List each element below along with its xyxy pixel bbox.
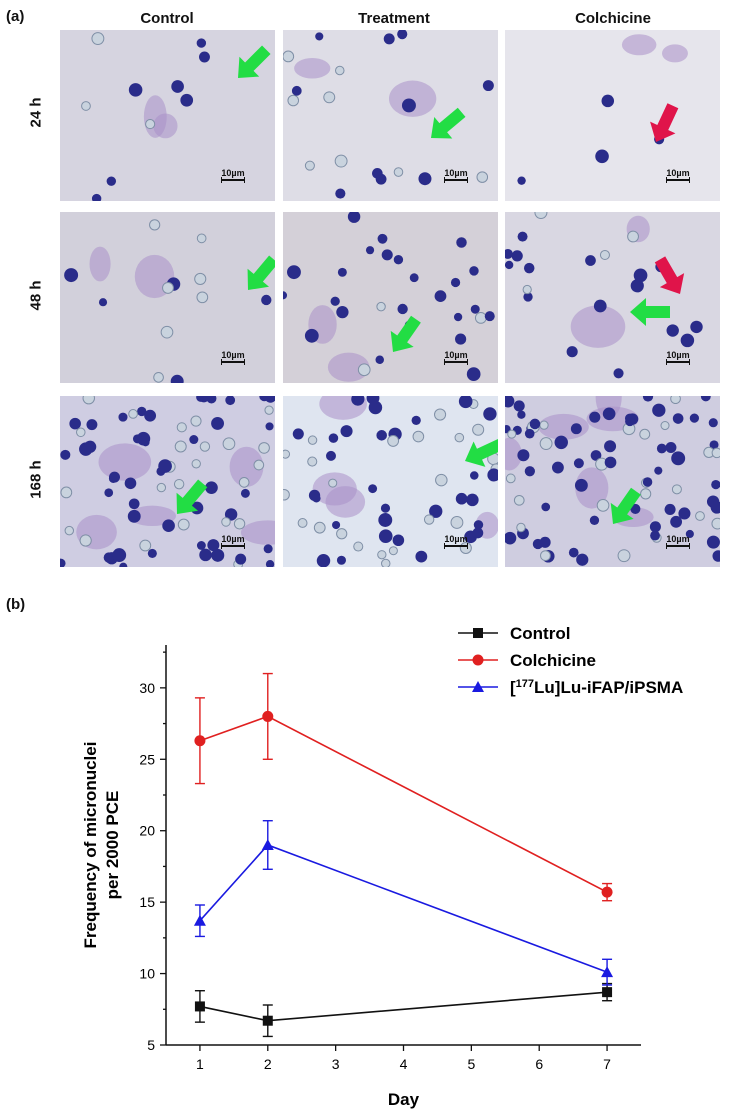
scale-bar-label: 10µm <box>444 534 468 544</box>
micrograph-colchicine-24h: 10µm <box>505 30 720 201</box>
scale-bar-label: 10µm <box>221 350 245 360</box>
legend-marker <box>472 681 484 692</box>
x-tick-label: 4 <box>400 1056 408 1072</box>
panel-a-label: (a) <box>6 8 25 25</box>
micrograph-treatment-168h: 10µm <box>283 396 498 567</box>
y-tick-label: 25 <box>139 751 155 767</box>
data-point <box>194 1001 205 1012</box>
data-point <box>261 839 274 850</box>
green-arrow-icon <box>610 487 641 524</box>
y-tick-label: 30 <box>139 680 155 696</box>
micronuclei-line-chart: 1 2 3 4 5 6 7 5 10 15 20 25 30 Day Frequency of micron… <box>81 624 683 1109</box>
green-arrow-icon <box>247 255 275 290</box>
micrograph-colchicine-48h: 10µm <box>505 212 720 383</box>
legend-label: Colchicine <box>510 651 596 670</box>
scale-bar-label: 10µm <box>444 168 468 178</box>
column-header-treatment: Treatment <box>358 10 430 27</box>
scale-bar-label: 10µm <box>221 168 245 178</box>
y-tick-label: 5 <box>147 1037 155 1053</box>
scale-bar-label: 10µm <box>666 168 690 178</box>
scale-bar: 10µm <box>221 168 245 183</box>
y-tick-label: 20 <box>139 823 155 839</box>
x-tick-label: 6 <box>535 1056 543 1072</box>
data-point <box>262 710 274 722</box>
series-line-2 <box>199 844 608 973</box>
data-point <box>262 1015 273 1026</box>
micrograph-control-168h: 10µm <box>60 396 275 567</box>
series-line-1 <box>199 715 608 893</box>
scale-bar: 10µm <box>666 534 690 549</box>
x-tick-label: 5 <box>467 1056 475 1072</box>
row-label-48h: 48 h <box>27 280 45 311</box>
scale-bar: 10µm <box>444 350 468 365</box>
legend-label: [177Lu]Lu-iFAP/iPSMA <box>510 678 683 697</box>
data-point <box>602 987 613 998</box>
data-point <box>194 735 206 747</box>
y-tick-label: 15 <box>139 894 155 910</box>
data-point <box>193 914 206 926</box>
y-axis-title-line2: per 2000 PCE <box>103 791 122 900</box>
scale-bar-label: 10µm <box>444 350 468 360</box>
column-header-control: Control <box>140 10 194 27</box>
red-arrow-icon <box>650 103 679 142</box>
y-tick-label: 10 <box>139 966 155 982</box>
green-arrow-icon <box>176 479 208 514</box>
data-point <box>601 966 614 978</box>
y-axis-title-line1: Frequency of micronuclei <box>81 742 100 949</box>
column-header-colchicine: Colchicine <box>575 10 651 27</box>
micrograph-treatment-24h: 10µm <box>283 30 498 201</box>
x-tick-label: 2 <box>264 1056 272 1072</box>
data-point <box>601 886 613 898</box>
green-arrow-icon <box>465 438 498 467</box>
x-tick-label: 7 <box>603 1056 611 1072</box>
scale-bar: 10µm <box>444 534 468 549</box>
legend-marker <box>473 628 483 638</box>
panel-b-label: (b) <box>6 596 26 613</box>
green-arrow-icon <box>238 45 271 78</box>
row-label-168h: 168 h <box>27 460 45 499</box>
legend-marker <box>472 654 484 666</box>
green-arrow-icon <box>431 107 466 139</box>
scale-bar-label: 10µm <box>221 534 245 544</box>
series-line-0 <box>199 991 608 1022</box>
x-tick-label: 1 <box>196 1056 204 1072</box>
scale-bar: 10µm <box>444 168 468 183</box>
legend-label: Control <box>510 624 570 643</box>
row-label-24h: 24 h <box>27 97 45 128</box>
scale-bar: 10µm <box>666 168 690 183</box>
micrograph-colchicine-168h: 10µm <box>505 396 720 567</box>
scale-bar: 10µm <box>666 350 690 365</box>
x-axis-title: Day <box>388 1090 420 1109</box>
scale-bar-label: 10µm <box>666 534 690 544</box>
scale-bar-label: 10µm <box>666 350 690 360</box>
micrograph-control-24h: 10µm <box>60 30 275 201</box>
x-tick-label: 3 <box>332 1056 340 1072</box>
red-arrow-icon <box>654 256 685 294</box>
micrograph-control-48h: 10µm <box>60 212 275 383</box>
green-arrow-icon <box>390 315 421 352</box>
scale-bar: 10µm <box>221 350 245 365</box>
micrograph-treatment-48h: 10µm <box>283 212 498 383</box>
green-arrow-icon <box>630 298 670 326</box>
scale-bar: 10µm <box>221 534 245 549</box>
